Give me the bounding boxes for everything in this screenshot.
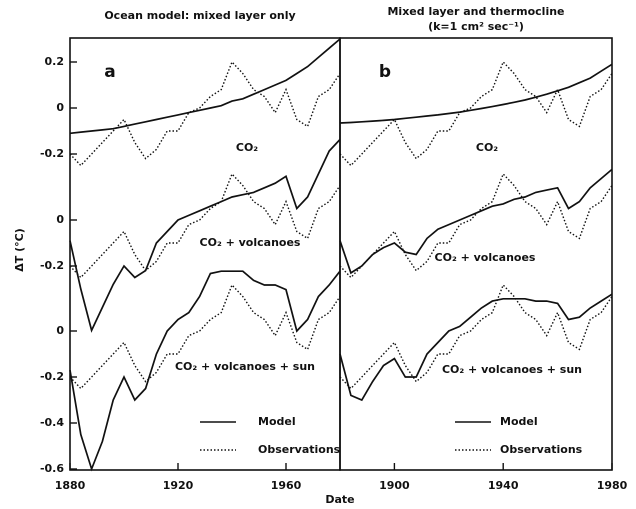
subplot-label: CO₂ + volcanoes: [200, 236, 301, 249]
y-axis-label: ΔT (°C): [13, 228, 26, 271]
panel-letter: b: [379, 62, 391, 82]
x-tick-label: 1920: [163, 479, 194, 492]
legend-label: Model: [500, 415, 538, 428]
model-line: [69, 38, 341, 135]
observation-line: [339, 283, 613, 390]
x-axis-label: Date: [325, 493, 354, 506]
y-tick-label: 0.2: [45, 55, 65, 68]
panel-letter: a: [104, 62, 115, 82]
subplot-label: CO₂ + volcanoes: [435, 251, 536, 264]
model-line: [339, 168, 613, 275]
y-tick-label: -0.6: [40, 462, 64, 475]
panel-title: Mixed layer and thermocline: [387, 5, 564, 18]
subplot-label: CO₂: [476, 141, 498, 154]
subplot-label: CO₂: [236, 141, 258, 154]
x-tick-label: 1940: [488, 479, 519, 492]
x-tick-label: 1880: [55, 479, 86, 492]
legend-label: Observations: [500, 443, 583, 456]
y-tick-label: 0: [56, 213, 64, 226]
y-tick-label: 0: [56, 324, 64, 337]
observation-line: [339, 172, 613, 279]
panel-subtitle: (k=1 cm² sec⁻¹): [428, 20, 524, 33]
x-tick-label: 1900: [379, 479, 410, 492]
model-line: [339, 293, 613, 402]
subplot-label: CO₂ + volcanoes + sun: [442, 363, 582, 376]
x-tick-label: 1960: [271, 479, 302, 492]
x-tick-label: 1980: [597, 479, 628, 492]
y-tick-label: -0.2: [40, 259, 64, 272]
model-line: [69, 138, 341, 333]
observation-line: [69, 60, 341, 167]
model-line: [339, 63, 613, 124]
y-tick-label: -0.2: [40, 147, 64, 160]
observation-line: [69, 283, 341, 390]
plot-frame: [339, 37, 613, 471]
subplot-label: CO₂ + volcanoes + sun: [175, 360, 315, 373]
legend-label: Model: [258, 415, 296, 428]
legend-label: Observations: [258, 443, 341, 456]
model-line: [69, 270, 341, 472]
y-tick-label: -0.4: [40, 416, 64, 429]
y-tick-label: -0.2: [40, 370, 64, 383]
y-tick-label: 0: [56, 101, 64, 114]
observation-line: [69, 172, 341, 279]
panel-title: Ocean model: mixed layer only: [104, 9, 295, 22]
observation-line: [339, 60, 613, 167]
